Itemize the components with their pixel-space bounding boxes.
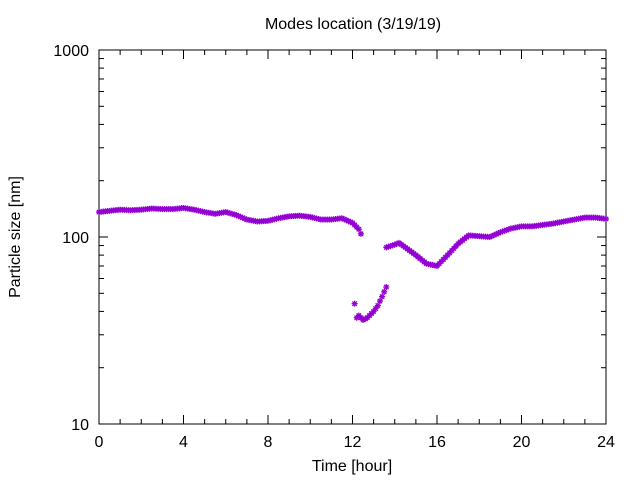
data-point: [376, 298, 383, 305]
x-tick-label: 12: [344, 434, 362, 451]
chart-title: Modes location (3/19/19): [265, 16, 441, 33]
y-axis-label: Particle size [nm]: [7, 176, 24, 298]
data-point: [351, 300, 358, 307]
y-tick-label: 10: [71, 417, 89, 434]
x-axis-label: Time [hour]: [312, 458, 392, 475]
x-tick-labels: 0 4 8 12 16 20 24: [95, 434, 615, 451]
x-tick-label: 0: [95, 434, 104, 451]
x-tick-label: 24: [597, 434, 615, 451]
data-point: [381, 288, 388, 295]
data-point: [355, 226, 362, 233]
data-points: [96, 204, 609, 323]
data-point: [379, 293, 386, 300]
y-tick-label: 100: [62, 230, 89, 247]
x-tick-label: 4: [179, 434, 188, 451]
x-tick-label: 16: [428, 434, 446, 451]
plot-frame: [98, 49, 607, 425]
data-point: [357, 230, 364, 237]
y-tick-label: 1000: [53, 43, 89, 60]
axis-ticks: [98, 49, 607, 425]
y-tick-labels: 10 100 1000: [53, 43, 89, 434]
x-tick-label: 20: [513, 434, 531, 451]
data-point: [374, 302, 381, 309]
x-tick-label: 8: [264, 434, 273, 451]
data-point: [603, 215, 609, 222]
data-point: [383, 284, 390, 291]
data-point: [370, 308, 377, 315]
